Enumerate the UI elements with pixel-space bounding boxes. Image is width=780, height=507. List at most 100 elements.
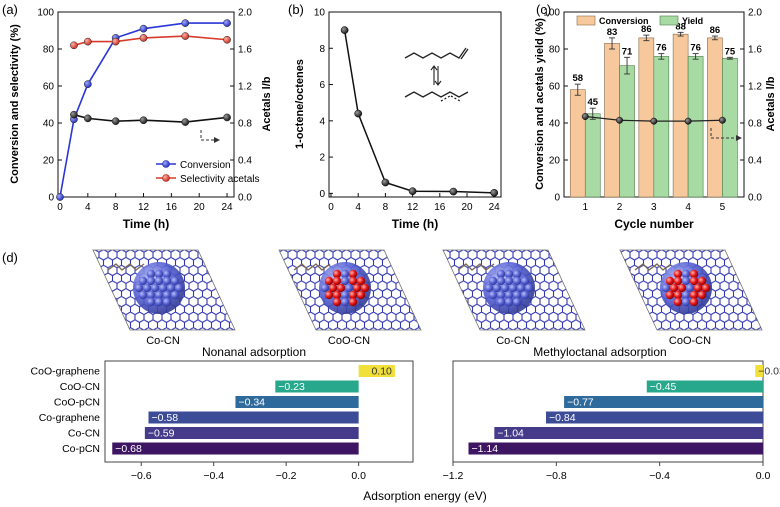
- lb-point: [684, 117, 692, 125]
- energy-value-label: −0.68: [115, 443, 142, 455]
- x-tick-label: −0.6: [131, 470, 152, 482]
- panel-c-label: (c): [536, 2, 551, 17]
- legend-c-conversion-label: Conversion: [599, 16, 649, 26]
- cobalt-atom: [681, 290, 691, 300]
- y-tick-label: 8: [319, 44, 325, 55]
- energy-bar: [275, 380, 359, 393]
- cobalt-atom: [512, 290, 522, 300]
- panel-d: (d) Co-CN CoO-CN Co-CN CoO-CN Nonanal adsor…: [2, 249, 780, 503]
- data-point: [111, 117, 120, 126]
- cobalt-atom: [138, 290, 148, 300]
- y2-tick-label: 0.4: [238, 156, 252, 167]
- x-tick-label: −1.2: [443, 470, 464, 482]
- cobalt-atom: [496, 290, 506, 300]
- panel-c-y-ticks: 0 20 40 60 80 100: [543, 8, 568, 204]
- cobalt-atom: [681, 269, 691, 279]
- lb-point: [650, 117, 658, 125]
- data-point: [139, 34, 148, 42]
- oxygen-atom: [693, 283, 703, 293]
- legend-c-conversion-swatch: [576, 15, 596, 26]
- bar-value-label: 71: [622, 46, 633, 57]
- bar-value-label: 76: [656, 43, 667, 54]
- structure-label: CoO-CN: [669, 335, 711, 347]
- oxygen-atom: [669, 283, 679, 293]
- oxygen-atom: [689, 290, 699, 300]
- cobalt-atom: [154, 290, 164, 300]
- data-point: [111, 37, 120, 46]
- data-point: [223, 35, 231, 44]
- bar-value-label: 45: [587, 97, 598, 108]
- y2-tick-label: 2.0: [748, 8, 762, 19]
- x-tick-label: 0: [328, 202, 334, 213]
- panel-a-label: (a): [2, 2, 18, 17]
- panel-c-legend: Conversion Yield: [576, 15, 703, 26]
- bar-conversion: [638, 37, 655, 198]
- series-line-1: [73, 35, 228, 47]
- bar-value-label: 86: [710, 25, 721, 36]
- category-label: CoO-pCN: [54, 397, 100, 409]
- 1-octene-skeletal: [404, 47, 467, 59]
- oxygen-atom: [348, 269, 358, 279]
- bar-value-label: 76: [690, 43, 701, 54]
- panel-c: (c) 0 20 40 60 80 100 0.0 0.4 0.8 1.2 1.6 2.0 1 2 3 4…: [534, 2, 777, 231]
- x-tick-label: 2: [617, 202, 623, 213]
- category-label: Co-CN: [68, 428, 100, 440]
- bar-value-label: 58: [572, 73, 583, 84]
- lb-point: [581, 113, 589, 120]
- oxygen-atom: [689, 276, 699, 286]
- panel-c-lb-series: [581, 113, 726, 125]
- oxygen-atom: [324, 276, 334, 286]
- panel-a-arrowhead: [214, 137, 220, 143]
- panel-a-x-label: Time (h): [123, 217, 169, 231]
- cobalt-atom: [504, 297, 514, 307]
- energy-value-label: −0.59: [148, 428, 175, 440]
- oxygen-atom: [332, 276, 342, 286]
- cobalt-atom: [661, 283, 671, 293]
- cobalt-atom: [154, 269, 164, 279]
- data-point: [139, 116, 148, 125]
- cobalt-atom: [488, 276, 498, 286]
- oxygen-atom: [352, 283, 362, 293]
- data-point: [181, 19, 190, 27]
- cobalt-atom: [681, 276, 691, 286]
- energy-value-label: −0.58: [151, 412, 178, 424]
- structure-label: Co-CN: [146, 335, 180, 347]
- adsorbate-molecule: [634, 263, 672, 271]
- cobalt-atom: [162, 276, 172, 286]
- structure-4: CoO-CN: [619, 249, 763, 347]
- y-tick-label: 80: [549, 45, 561, 56]
- octene-structures: [404, 47, 469, 102]
- methyloctanal-title: Methyloctanal adsorption: [533, 345, 666, 359]
- cobalt-atom: [340, 290, 350, 300]
- oxygen-atom: [697, 290, 707, 300]
- legend-c-yield-label: Yield: [682, 16, 703, 26]
- oxygen-atom: [348, 297, 358, 307]
- cobalt-atom: [162, 269, 172, 279]
- y-tick-label: 60: [549, 82, 561, 93]
- x-tick-label: 16: [434, 202, 446, 213]
- y-tick-label: 0: [48, 193, 54, 204]
- panel-d-categories: CoO-graphene CoO-CN CoO-pCN Co-graphene Co-C…: [31, 366, 101, 456]
- oxygen-atom: [665, 290, 675, 300]
- cobalt-atom: [170, 276, 180, 286]
- cobalt-atom: [340, 297, 350, 307]
- adsorbate-molecule: [457, 263, 495, 271]
- y-tick-label: 60: [43, 82, 55, 93]
- energy-value-label: −1.04: [497, 428, 524, 440]
- bar-yield: [687, 56, 704, 198]
- adsorbate-molecule: [293, 263, 331, 271]
- energy-bar: [148, 411, 359, 424]
- panel-d-left-frame: [104, 360, 414, 463]
- y-tick-label: 100: [37, 8, 54, 19]
- panel-a-y2-label: Acetals l/b: [261, 76, 273, 131]
- panel-a-axis-arrow: [200, 130, 214, 141]
- nonanal-title: Nonanal adsorption: [202, 345, 306, 359]
- y-tick-label: 10: [314, 8, 326, 19]
- structure-1: Co-CN: [92, 249, 236, 347]
- data-point: [70, 110, 78, 119]
- data-point: [340, 26, 349, 34]
- energy-value-label: −0.23: [278, 381, 305, 393]
- x-tick-label: 0.0: [351, 470, 366, 482]
- oxygen-atom: [673, 276, 683, 286]
